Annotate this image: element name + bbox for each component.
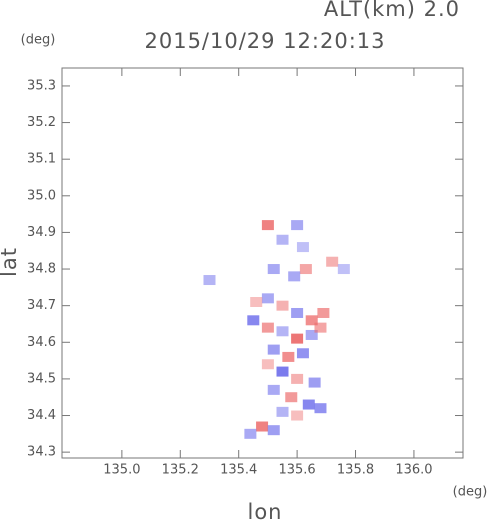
echo-cell [291,373,304,384]
echo-cell [308,377,321,388]
echo-cell [276,406,289,417]
echo-cell [291,410,304,421]
echo-cell [267,264,280,275]
y-tick-label: 34.3 [27,445,56,460]
y-tick-label: 35.3 [27,78,56,93]
echo-cell [267,384,280,395]
echo-cell [256,421,269,432]
x-tick-label: 135.6 [278,463,315,478]
echo-cell [267,344,280,355]
y-tick-label: 34.9 [27,225,56,240]
echo-cell [276,366,289,377]
echo-cell [314,403,327,414]
y-tick-label: 35.2 [27,115,56,130]
echo-cell [305,315,318,326]
echo-cell [326,256,339,267]
x-axis-label: lon [248,500,283,521]
y-tick-label: 35.1 [27,152,56,167]
x-tick-label: 135.2 [162,463,199,478]
x-tick-label: 135.0 [103,463,140,478]
echo-cell [317,307,330,318]
echo-cell [276,300,289,311]
echo-cell [250,297,263,307]
echo-cell [302,399,315,410]
echo-cell [296,348,309,359]
echo-cell [203,275,216,286]
x-tick-label: 136.0 [395,463,432,478]
x-tick-label: 135.4 [220,463,257,478]
echo-cell [276,234,289,245]
x-unit: (deg) [453,485,488,500]
echo-cell [261,293,274,304]
echo-cell [247,315,260,326]
echo-cell [267,425,280,436]
echo-cell [244,428,257,439]
echo-cell [291,307,304,318]
echo-cell [305,329,318,340]
echo-cell [282,351,295,362]
echo-cell [314,322,327,333]
chart-title: 2015/10/29 12:20:13 [144,29,385,53]
x-tick-label: 135.8 [337,463,374,478]
echo-cell [296,242,309,253]
echo-cell [291,220,304,231]
echo-cell [337,264,350,275]
echo-cell [299,264,312,275]
echo-cell [285,392,298,403]
echo-cell [276,326,289,337]
altitude: ALT(km) 2.0 [324,0,460,21]
echo-cell [261,220,274,231]
plot-frame [61,67,464,459]
echo-cell [288,271,301,282]
y-tick-label: 34.8 [27,262,56,277]
y-tick-label: 34.6 [27,335,56,350]
y-tick-label: 34.7 [27,298,56,313]
echo-cell [291,333,304,344]
echo-cell [261,322,274,333]
y-unit: (deg) [21,33,56,48]
echo-cell [261,359,274,370]
y-tick-label: 34.5 [27,371,56,386]
y-axis-label: lat [0,247,21,277]
y-tick-label: 35.0 [27,188,56,203]
y-tick-label: 34.4 [27,408,56,423]
